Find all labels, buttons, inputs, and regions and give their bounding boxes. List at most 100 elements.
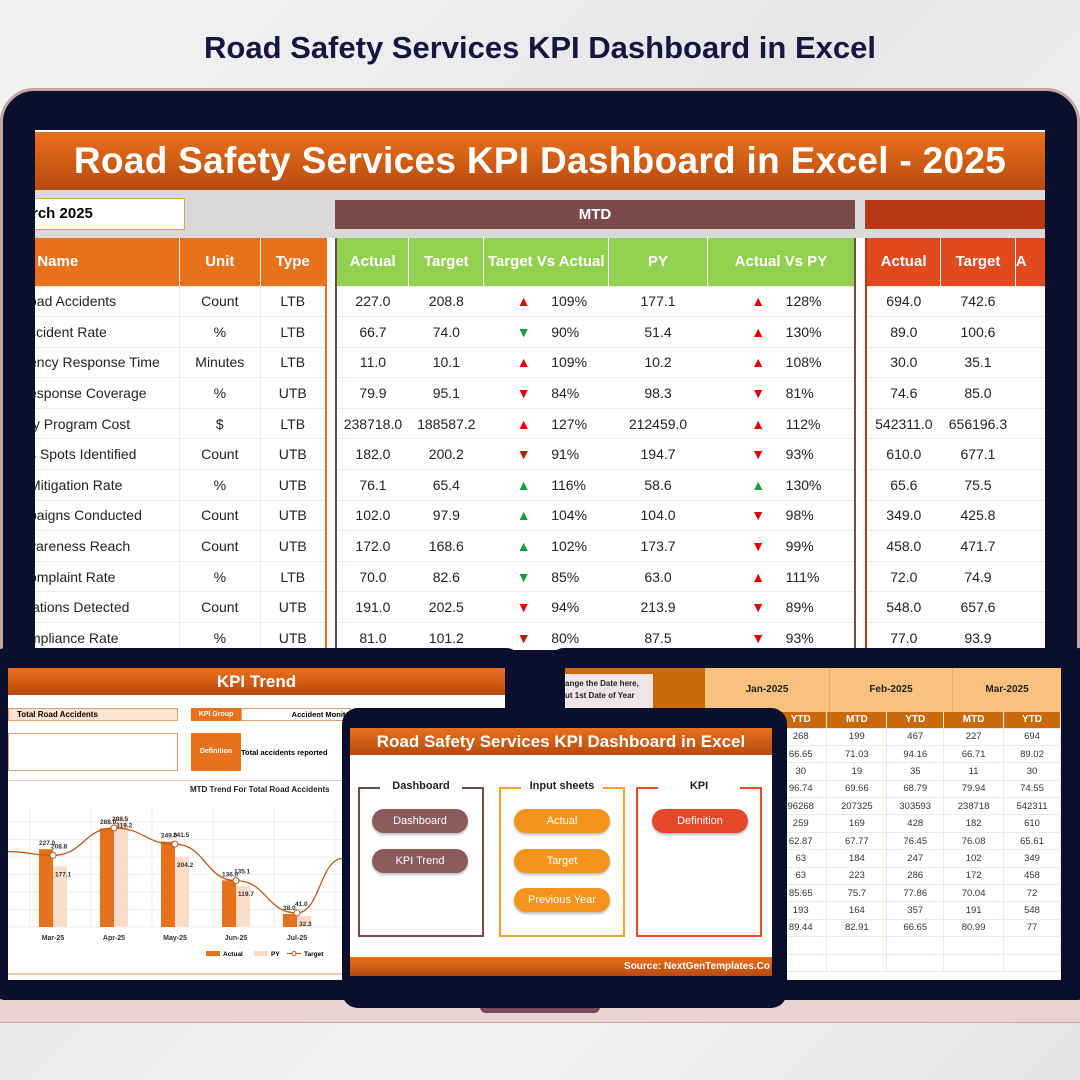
input-value: 286 — [886, 867, 945, 886]
empty-cell — [886, 954, 945, 972]
legend-py: PY — [271, 951, 280, 958]
table-row: oad Accidents Count LTB — [35, 286, 326, 318]
type: UTB — [260, 438, 326, 471]
dashboard-button[interactable]: Dashboard — [372, 809, 468, 833]
type: LTB — [260, 347, 326, 379]
comparison-cell: ▲ 127% — [483, 408, 609, 440]
arrow-up-icon: ▲ — [516, 415, 531, 432]
mtd-target: 188587.2 — [408, 408, 484, 440]
empty-cell — [775, 936, 828, 955]
input-value: 66.65 — [775, 745, 828, 764]
table-row: 30.0 35.1 — [866, 347, 1045, 379]
previous-year-button[interactable]: Previous Year — [514, 888, 610, 912]
ytd-extra — [1015, 377, 1045, 409]
legend-actual: Actual — [223, 951, 243, 958]
ytd-target: 742.6 — [940, 286, 1016, 318]
unit: % — [179, 561, 261, 593]
arrow-up-icon: ▲ — [516, 507, 531, 524]
label-actual: 38.0 — [283, 905, 296, 912]
legend-py-swatch — [254, 951, 268, 956]
comparison-cell: ▲ 108% — [707, 347, 855, 379]
unit: Count — [179, 591, 261, 624]
type: UTB — [260, 591, 326, 624]
comparison-cell: ▼ 98% — [707, 500, 855, 532]
label-py: 177.1 — [55, 871, 72, 878]
table-row: 191.0 202.5 ▼ 94% 213.9 ▼ 89% — [336, 591, 855, 624]
laptop-notch — [480, 1003, 600, 1013]
input-value: 67.77 — [826, 832, 888, 851]
input-value: 268 — [775, 728, 828, 746]
percent-value: 89% — [785, 599, 814, 616]
column-header: Actual Vs PY — [707, 238, 856, 287]
unit: % — [179, 469, 261, 501]
target-point — [49, 851, 57, 859]
input-value: 69.66 — [826, 780, 888, 799]
kpi-trend-button[interactable]: KPI Trend — [372, 849, 468, 873]
kpi-name: oad Accidents — [35, 286, 181, 318]
mtd-py: 104.0 — [608, 500, 708, 532]
percent-value: 85% — [551, 568, 580, 585]
input-value: 85.65 — [775, 884, 828, 903]
x-tick-label: Mar-25 — [42, 935, 65, 942]
arrow-down-icon: ▼ — [516, 385, 531, 402]
comparison-cell: ▼ 80% — [483, 622, 609, 650]
mtd-actual: 66.7 — [336, 316, 409, 348]
table-row: 548.0 657.6 — [866, 591, 1045, 624]
input-value: 66.65 — [886, 919, 945, 938]
input-value: 11 — [943, 762, 1004, 781]
divider — [8, 973, 505, 975]
arrow-up-icon: ▲ — [751, 568, 766, 585]
input-value: 193 — [775, 901, 828, 920]
input-value: 610 — [1003, 814, 1061, 833]
mtd-target: 65.4 — [408, 469, 484, 501]
actual-button[interactable]: Actual — [514, 809, 610, 833]
input-value: 68.79 — [886, 780, 945, 799]
definition-button[interactable]: Definition — [652, 809, 748, 833]
mtd-actual: 172.0 — [336, 530, 409, 562]
label-target: 135.1 — [234, 869, 251, 876]
input-value: 62.87 — [775, 832, 828, 851]
arrow-up-icon: ▲ — [751, 415, 766, 432]
arrow-down-icon: ▼ — [751, 446, 766, 463]
table-row: 76.1 65.4 ▲ 116% 58.6 ▲ 130% — [336, 469, 855, 501]
column-header: Actual — [866, 238, 942, 287]
mtd-label: MTD — [335, 200, 855, 229]
table-row: 77.0 93.9 — [866, 622, 1045, 650]
unit: $ — [179, 408, 261, 440]
table-row: 70.0 82.6 ▼ 85% 63.0 ▲ 111% — [336, 561, 855, 593]
kpi-name: Mitigation Rate — [35, 469, 181, 501]
input-value: 19 — [826, 762, 888, 781]
group-dashboard: Dashboard Dashboard KPI Trend — [358, 780, 484, 937]
mtd-table: Actual Target Target Vs Actual PY Actual Vs … — [335, 238, 856, 650]
arrow-up-icon: ▲ — [516, 293, 531, 310]
target-button[interactable]: Target — [514, 849, 610, 873]
input-value: 80.99 — [943, 919, 1004, 938]
mtd-actual: 102.0 — [336, 500, 409, 532]
type: UTB — [260, 530, 326, 562]
bar-actual — [39, 849, 53, 927]
target-point — [110, 824, 118, 832]
ytd-target: 35.1 — [940, 347, 1016, 379]
ytd-table: Actual Target A 694.0 742.6 89.0 100.6 30.0 35.1… — [865, 238, 1045, 650]
target-point — [293, 909, 301, 917]
ytd-actual: 458.0 — [866, 530, 941, 562]
arrow-down-icon: ▼ — [516, 629, 531, 646]
table-row: 89.44 82.91 66.65 80.99 77 — [775, 919, 1061, 938]
input-value: 172 — [943, 867, 1004, 886]
definition-label: Definition — [191, 733, 241, 771]
kpi-name-select[interactable]: Total Road Accidents — [8, 708, 178, 721]
comparison-cell: ▼ 81% — [707, 377, 855, 409]
input-value: 191 — [943, 901, 1004, 920]
unit: % — [179, 316, 261, 348]
month-mar: Mar-2025 — [985, 684, 1029, 695]
mtd-py: 177.1 — [608, 286, 708, 318]
table-row: vareness Reach Count UTB — [35, 530, 326, 562]
label-py: 204.2 — [177, 862, 194, 869]
empty-cell — [1003, 954, 1061, 972]
month-selector[interactable]: rch 2025 — [35, 198, 185, 230]
percent-value: 99% — [785, 538, 814, 555]
table-row: Mitigation Rate% UTB — [35, 469, 326, 501]
table-row: 63 184 247 102 349 — [775, 849, 1061, 868]
group-input-sheets: Input sheets Actual Target Previous Year — [499, 780, 625, 937]
label-target: 288.5 — [112, 816, 129, 823]
